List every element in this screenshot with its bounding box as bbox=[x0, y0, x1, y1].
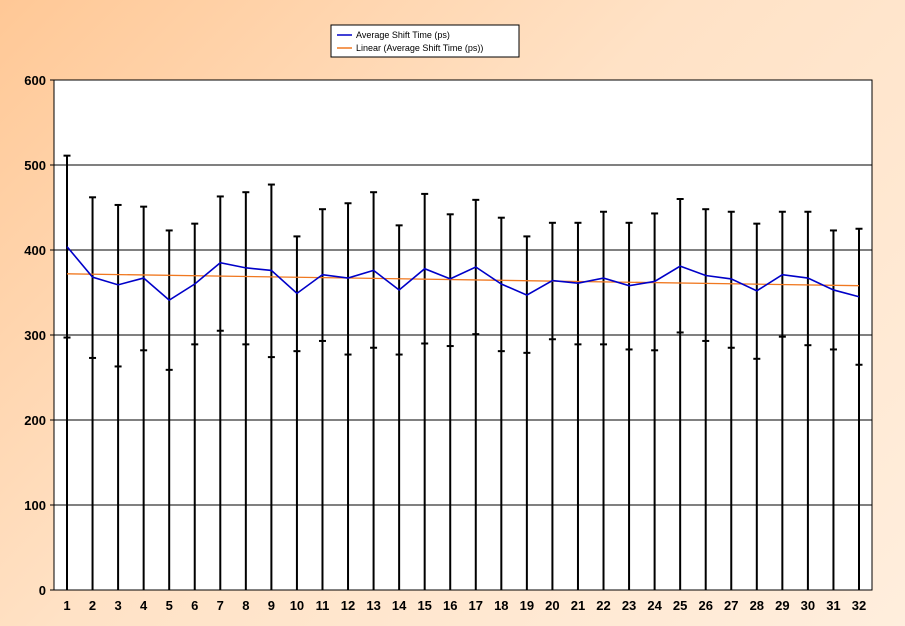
x-tick-label: 8 bbox=[242, 598, 249, 613]
x-tick-label: 13 bbox=[366, 598, 380, 613]
x-tick-label: 2 bbox=[89, 598, 96, 613]
legend-label-linear: Linear (Average Shift Time (ps)) bbox=[356, 43, 483, 53]
x-tick-label: 28 bbox=[750, 598, 764, 613]
x-tick-label: 29 bbox=[775, 598, 789, 613]
x-tick-label: 15 bbox=[417, 598, 431, 613]
legend-box bbox=[330, 24, 520, 58]
y-tick-label: 600 bbox=[24, 73, 46, 88]
y-tick-label: 0 bbox=[39, 583, 46, 598]
gridlines bbox=[54, 164, 872, 506]
x-tick-label: 31 bbox=[826, 598, 840, 613]
x-tick-label: 22 bbox=[596, 598, 610, 613]
x-tick-label: 3 bbox=[114, 598, 121, 613]
trendline-linear bbox=[66, 273, 860, 287]
x-tick-label: 20 bbox=[545, 598, 559, 613]
x-axis: 1 2 3 4 5 6 7 8 9 10 11 12 13 14 15 16 17 18 19 20 21 22 23 24 2… bbox=[63, 598, 866, 613]
y-tick-label: 400 bbox=[24, 243, 46, 258]
x-tick-label: 10 bbox=[290, 598, 304, 613]
x-tick-label: 5 bbox=[166, 598, 173, 613]
x-tick-label: 9 bbox=[268, 598, 275, 613]
series-lines bbox=[66, 246, 860, 302]
x-tick-label: 17 bbox=[469, 598, 483, 613]
x-tick-label: 24 bbox=[647, 598, 662, 613]
x-tick-label: 25 bbox=[673, 598, 687, 613]
x-tick-label: 4 bbox=[140, 598, 148, 613]
y-tick-label: 300 bbox=[24, 328, 46, 343]
x-tick-label: 12 bbox=[341, 598, 355, 613]
x-tick-label: 7 bbox=[217, 598, 224, 613]
x-tick-label: 6 bbox=[191, 598, 198, 613]
x-tick-label: 18 bbox=[494, 598, 508, 613]
y-tick-label: 100 bbox=[24, 498, 46, 513]
x-tick-label: 21 bbox=[571, 598, 585, 613]
y-tick-label: 500 bbox=[24, 158, 46, 173]
x-tick-label: 26 bbox=[698, 598, 712, 613]
x-tick-label: 30 bbox=[801, 598, 815, 613]
x-tick-label: 16 bbox=[443, 598, 457, 613]
x-tick-label: 23 bbox=[622, 598, 636, 613]
x-tick-label: 19 bbox=[520, 598, 534, 613]
y-tick-label: 200 bbox=[24, 413, 46, 428]
error-bars bbox=[63, 154, 863, 590]
x-tick-label: 14 bbox=[392, 598, 407, 613]
x-tick-label: 1 bbox=[63, 598, 70, 613]
legend: Average Shift Time (ps) Linear (Average … bbox=[330, 24, 520, 58]
series-line-average bbox=[66, 246, 860, 302]
legend-label-average: Average Shift Time (ps) bbox=[356, 30, 450, 40]
x-tick-label: 11 bbox=[316, 598, 330, 613]
x-tick-label: 32 bbox=[852, 598, 866, 613]
x-tick-label: 27 bbox=[724, 598, 738, 613]
y-axis: 0 100 200 300 400 500 600 bbox=[24, 73, 54, 598]
